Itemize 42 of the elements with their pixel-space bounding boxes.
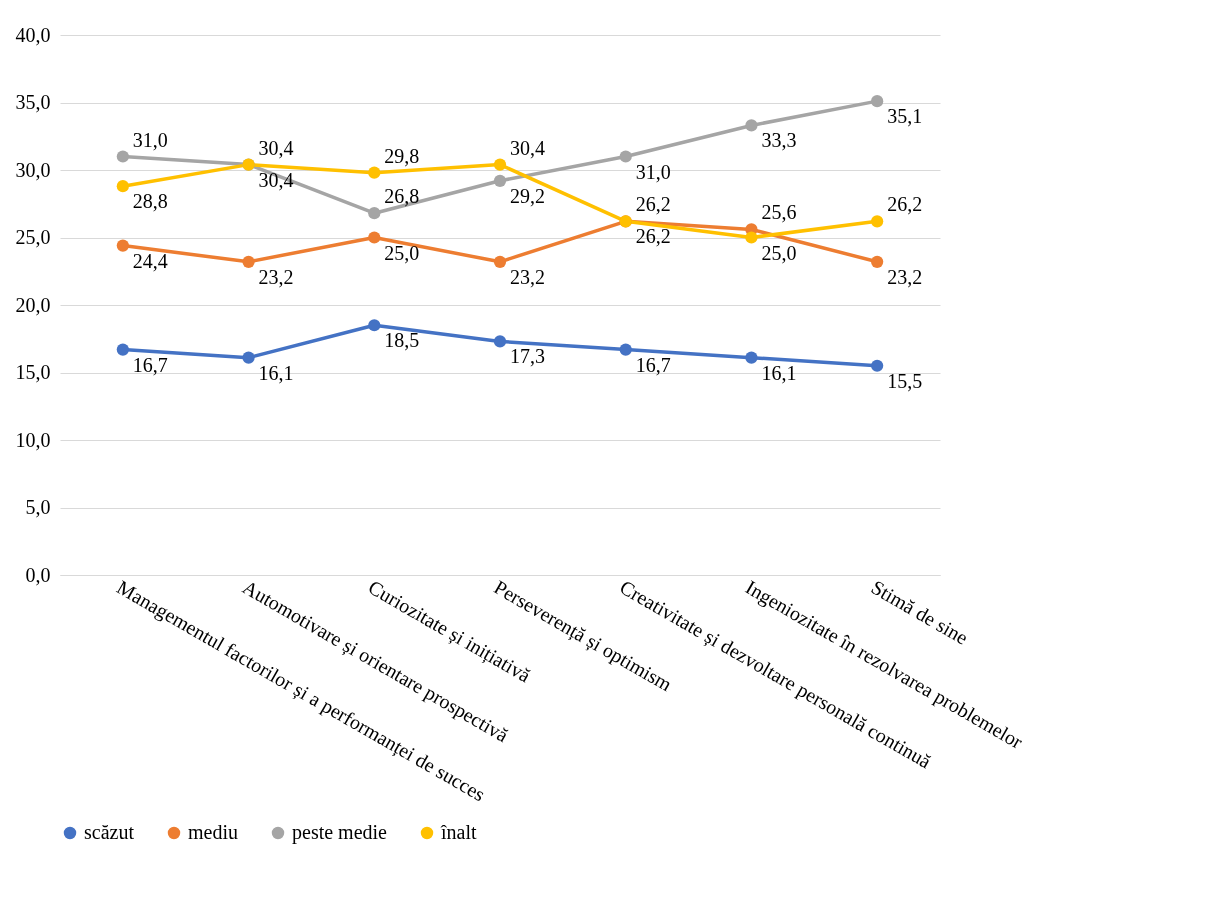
data-label: 30,4 bbox=[258, 136, 294, 159]
data-label: 35,1 bbox=[887, 105, 923, 128]
data-label: 16,7 bbox=[132, 353, 168, 376]
y-tick-label: 30,0 bbox=[15, 158, 51, 181]
data-label: 16,1 bbox=[761, 361, 797, 384]
data-label: 23,2 bbox=[887, 265, 923, 288]
data-label: 26,2 bbox=[635, 225, 671, 248]
data-label: 15,5 bbox=[887, 369, 923, 392]
data-label: 24,4 bbox=[132, 249, 168, 272]
y-tick-label: 40,0 bbox=[15, 23, 51, 46]
data-label: 31,0 bbox=[635, 160, 671, 183]
data-label: 16,7 bbox=[635, 353, 671, 376]
legend-label: înalt bbox=[440, 821, 477, 843]
legend-label: scăzut bbox=[84, 821, 135, 843]
data-label: 26,2 bbox=[887, 193, 923, 216]
data-label: 25,6 bbox=[761, 201, 797, 224]
data-label: 30,4 bbox=[258, 168, 294, 191]
legend-label: peste medie bbox=[292, 821, 388, 844]
data-label: 25,0 bbox=[761, 241, 797, 264]
data-label: 26,2 bbox=[635, 193, 671, 216]
data-label: 31,0 bbox=[132, 128, 168, 151]
y-tick-label: 5,0 bbox=[25, 496, 51, 518]
data-label: 30,4 bbox=[510, 136, 545, 159]
y-tick-label: 0,0 bbox=[25, 563, 51, 586]
data-label: 23,2 bbox=[510, 265, 545, 288]
data-label: 25,0 bbox=[384, 241, 420, 264]
data-label: 29,2 bbox=[510, 184, 545, 207]
data-label: 17,3 bbox=[510, 345, 545, 368]
legend-label: mediu bbox=[188, 821, 238, 843]
data-label: 29,8 bbox=[384, 144, 420, 167]
data-label: 18,5 bbox=[384, 329, 420, 352]
data-label: 33,3 bbox=[761, 129, 797, 152]
data-label: 23,2 bbox=[258, 265, 294, 288]
x-tick-label: Stimă de sine bbox=[867, 575, 973, 649]
data-label: 26,8 bbox=[384, 185, 420, 208]
y-tick-label: 25,0 bbox=[15, 226, 51, 248]
data-label: 16,1 bbox=[258, 361, 294, 384]
data-label: 28,8 bbox=[132, 190, 168, 213]
y-tick-label: 10,0 bbox=[15, 428, 51, 451]
y-tick-label: 20,0 bbox=[15, 293, 51, 316]
y-tick-label: 15,0 bbox=[15, 361, 51, 383]
y-tick-label: 35,0 bbox=[15, 91, 51, 113]
